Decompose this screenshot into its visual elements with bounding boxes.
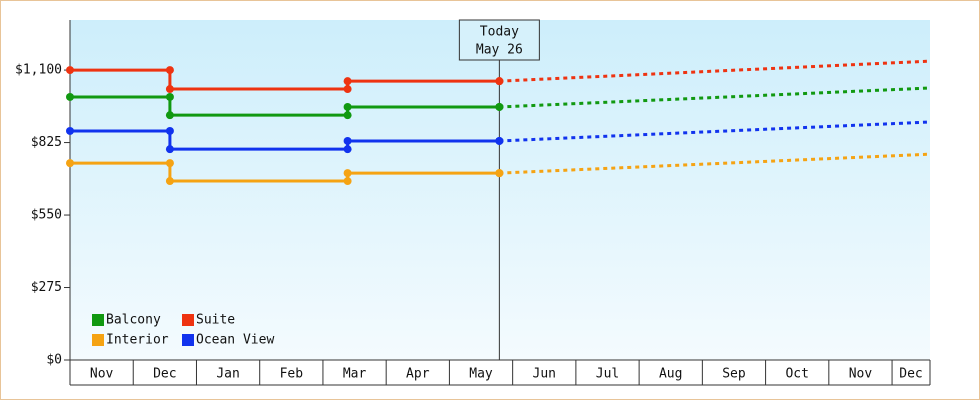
- point: [165, 92, 174, 101]
- point: [343, 111, 352, 120]
- point: [343, 169, 352, 178]
- series-line: [70, 68, 500, 91]
- series-line: [70, 95, 500, 117]
- point: [165, 177, 174, 186]
- point: [343, 136, 352, 145]
- point: [343, 85, 352, 94]
- x-tick-label: Dec: [153, 367, 176, 382]
- point: [165, 85, 174, 94]
- point: [343, 145, 352, 154]
- y-tick-label: $275: [31, 280, 62, 295]
- y-tick-label: $0: [46, 353, 62, 368]
- point: [66, 126, 74, 135]
- series-line: [70, 161, 500, 183]
- point: [165, 145, 174, 154]
- legend-swatch: [92, 314, 104, 326]
- legend-label: Interior: [106, 333, 169, 348]
- point: [66, 92, 74, 101]
- y-tick-label: $1,100: [15, 63, 62, 78]
- series-line: [70, 129, 500, 151]
- x-tick-label: Feb: [280, 367, 304, 382]
- point: [66, 66, 74, 75]
- point: [165, 159, 174, 168]
- x-tick-label: Jan: [216, 367, 239, 382]
- x-tick-label: Mar: [343, 367, 367, 382]
- x-tick-label: Dec: [899, 367, 922, 382]
- legend-swatch: [182, 314, 194, 326]
- x-tick-label: Jul: [596, 367, 619, 382]
- today-label: May 26: [476, 43, 523, 58]
- point: [343, 102, 352, 111]
- point: [66, 159, 74, 168]
- point: [495, 169, 504, 178]
- point: [495, 77, 504, 86]
- x-tick-label: Jun: [533, 367, 556, 382]
- point: [165, 126, 174, 135]
- today-label: Today: [480, 25, 519, 40]
- today-box: [458, 19, 540, 61]
- x-tick-label: Nov: [90, 367, 114, 382]
- y-tick-label: $825: [31, 135, 62, 150]
- point: [165, 111, 174, 120]
- point: [343, 177, 352, 186]
- point: [495, 136, 504, 145]
- point: [495, 102, 504, 111]
- legend-swatch: [92, 334, 104, 346]
- legend-label: Ocean View: [196, 333, 274, 348]
- x-tick-label: Sep: [722, 367, 746, 382]
- point: [343, 77, 352, 86]
- y-tick-label: $550: [31, 208, 62, 223]
- legend-label: Suite: [196, 313, 235, 328]
- legend-swatch: [182, 334, 194, 346]
- point: [165, 66, 174, 75]
- x-tick-label: May: [469, 367, 493, 382]
- x-tick-label: Apr: [406, 367, 430, 382]
- legend-label: Balcony: [106, 313, 161, 328]
- x-tick-label: Aug: [659, 367, 682, 382]
- plot-area: [70, 20, 930, 360]
- x-tick-label: Nov: [849, 367, 873, 382]
- x-tick-label: Oct: [785, 367, 808, 382]
